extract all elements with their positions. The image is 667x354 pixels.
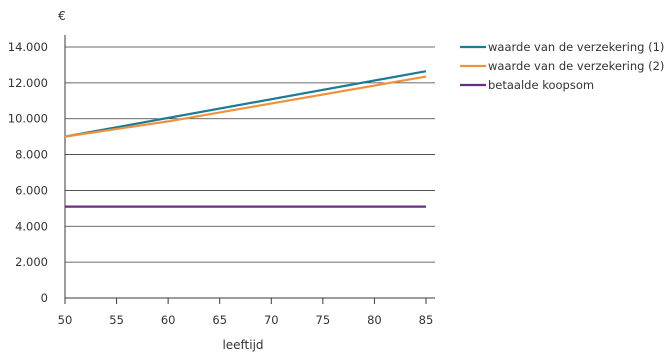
legend-item: waarde van de verzekering (1) xyxy=(460,40,664,54)
legend-label: betaalde koopsom xyxy=(488,78,594,92)
series-line-1 xyxy=(64,70,427,138)
y-tick-label: 12.000 xyxy=(8,76,48,90)
x-tick-label: 80 xyxy=(367,313,382,327)
x-tick-label: 70 xyxy=(264,313,279,327)
legend-label: waarde van de verzekering (2) xyxy=(488,59,664,73)
x-tick-label: 75 xyxy=(316,313,331,327)
legend: waarde van de verzekering (1) waarde van … xyxy=(460,40,664,92)
x-tick-label: 50 xyxy=(58,313,73,327)
gridlines xyxy=(65,46,435,263)
x-axis-title: leeftijd xyxy=(222,338,263,352)
y-tick-label: 14.000 xyxy=(8,40,48,54)
y-axis-title: € xyxy=(58,9,66,23)
y-tick-label: 10.000 xyxy=(8,112,48,126)
x-tick-label: 85 xyxy=(419,313,434,327)
series-line-2 xyxy=(64,75,427,138)
axes: 0 2.000 4.000 6.000 8.000 10.000 12.000 14.000 5… xyxy=(8,35,435,327)
x-tick-label: 55 xyxy=(109,313,124,327)
x-tick-label: 60 xyxy=(161,313,176,327)
y-tick-label: 0 xyxy=(41,291,48,305)
legend-item: waarde van de verzekering (2) xyxy=(460,59,664,73)
legend-label: waarde van de verzekering (1) xyxy=(488,40,664,54)
y-tick-label: 4.000 xyxy=(15,219,48,233)
y-tick-label: 2.000 xyxy=(15,255,48,269)
y-tick-label: 6.000 xyxy=(15,183,48,197)
y-tick-label: 8.000 xyxy=(15,148,48,162)
x-tick-label: 65 xyxy=(212,313,227,327)
series-lines xyxy=(64,70,427,208)
legend-item: betaalde koopsom xyxy=(460,78,594,92)
